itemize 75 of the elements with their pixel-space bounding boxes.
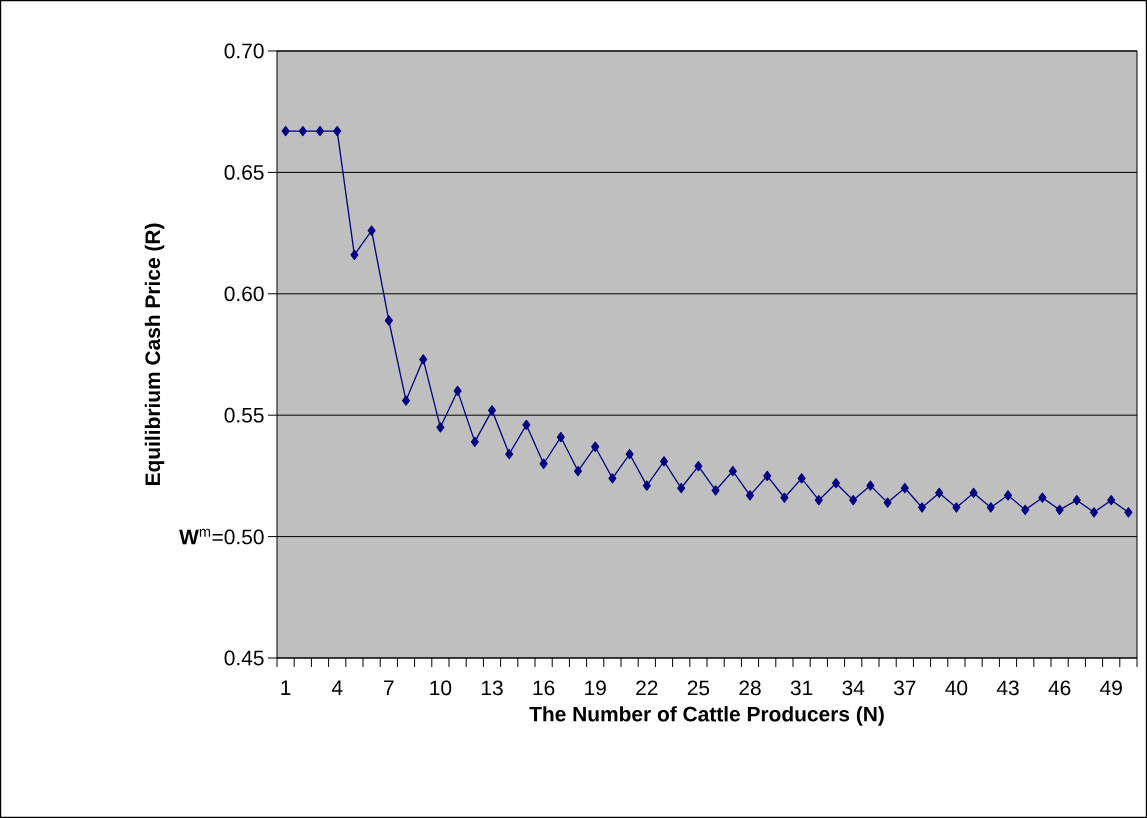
point [677, 482, 686, 494]
x-tick-label: 31 [790, 680, 813, 696]
x-axis-title: The Number of Cattle Producers (N) [529, 706, 884, 726]
point [608, 473, 617, 484]
x-tick-label: 40 [945, 680, 968, 696]
point [986, 502, 995, 513]
point [298, 125, 307, 137]
point [659, 456, 669, 467]
x-tick-label: 10 [430, 680, 452, 696]
point [642, 480, 651, 491]
point [883, 497, 892, 508]
point [384, 315, 393, 326]
point [831, 478, 841, 489]
x-tick-label: 25 [687, 680, 710, 696]
point [573, 465, 583, 477]
point [1055, 504, 1064, 516]
x-tick-label: 19 [585, 680, 606, 696]
point [1003, 490, 1013, 501]
point [728, 465, 737, 477]
point [315, 125, 325, 137]
point [401, 395, 411, 406]
point [1089, 507, 1099, 518]
x-tick-label: 37 [893, 680, 916, 696]
point [1107, 495, 1116, 506]
x-tick-label: 7 [384, 680, 394, 695]
y-tick-label: 0.55 [224, 407, 264, 423]
point [522, 419, 531, 431]
point [814, 495, 823, 506]
x-tick-label: 49 [1100, 680, 1122, 696]
point [367, 225, 376, 236]
x-tick-label: 34 [842, 680, 865, 696]
point [917, 502, 927, 513]
point [1021, 504, 1030, 516]
y-tick-label: 0.45 [224, 650, 264, 666]
point [952, 502, 961, 513]
point [436, 422, 445, 433]
point [333, 125, 342, 137]
y-axis-title: Equilibrium Cash Price (R) [144, 223, 165, 486]
point [745, 490, 755, 501]
point [539, 458, 548, 469]
x-tick-label: 46 [1048, 680, 1071, 696]
point [470, 436, 479, 448]
point [453, 385, 462, 397]
point [487, 405, 497, 416]
point [763, 470, 772, 482]
point [797, 473, 806, 484]
point [1124, 507, 1133, 518]
point [711, 485, 720, 496]
x-tick-label: 1 [281, 680, 291, 695]
point [281, 125, 290, 137]
point [556, 431, 565, 443]
point [419, 354, 428, 365]
point [849, 495, 858, 506]
x-tick-label: 16 [533, 680, 555, 696]
point [935, 487, 944, 499]
point [1038, 492, 1047, 503]
point [969, 487, 978, 499]
point [866, 480, 875, 491]
point [694, 461, 703, 472]
x-tick-label: 13 [481, 680, 503, 696]
y-tick-label: W$^{m}$=0.50 [179, 528, 264, 545]
point [350, 249, 359, 261]
x-tick-label: 43 [996, 680, 1019, 696]
point [900, 482, 909, 494]
point [505, 448, 514, 460]
y-tick-label: 0.70 [224, 43, 264, 59]
x-tick-label: 28 [739, 680, 761, 696]
y-tick-label: 0.60 [224, 286, 264, 302]
point [625, 448, 634, 460]
point [591, 441, 600, 452]
point [1072, 495, 1081, 506]
x-tick-label: 22 [636, 680, 658, 696]
x-tick-label: 4 [331, 680, 343, 695]
y-tick-label: 0.65 [224, 164, 264, 180]
point [780, 492, 789, 503]
